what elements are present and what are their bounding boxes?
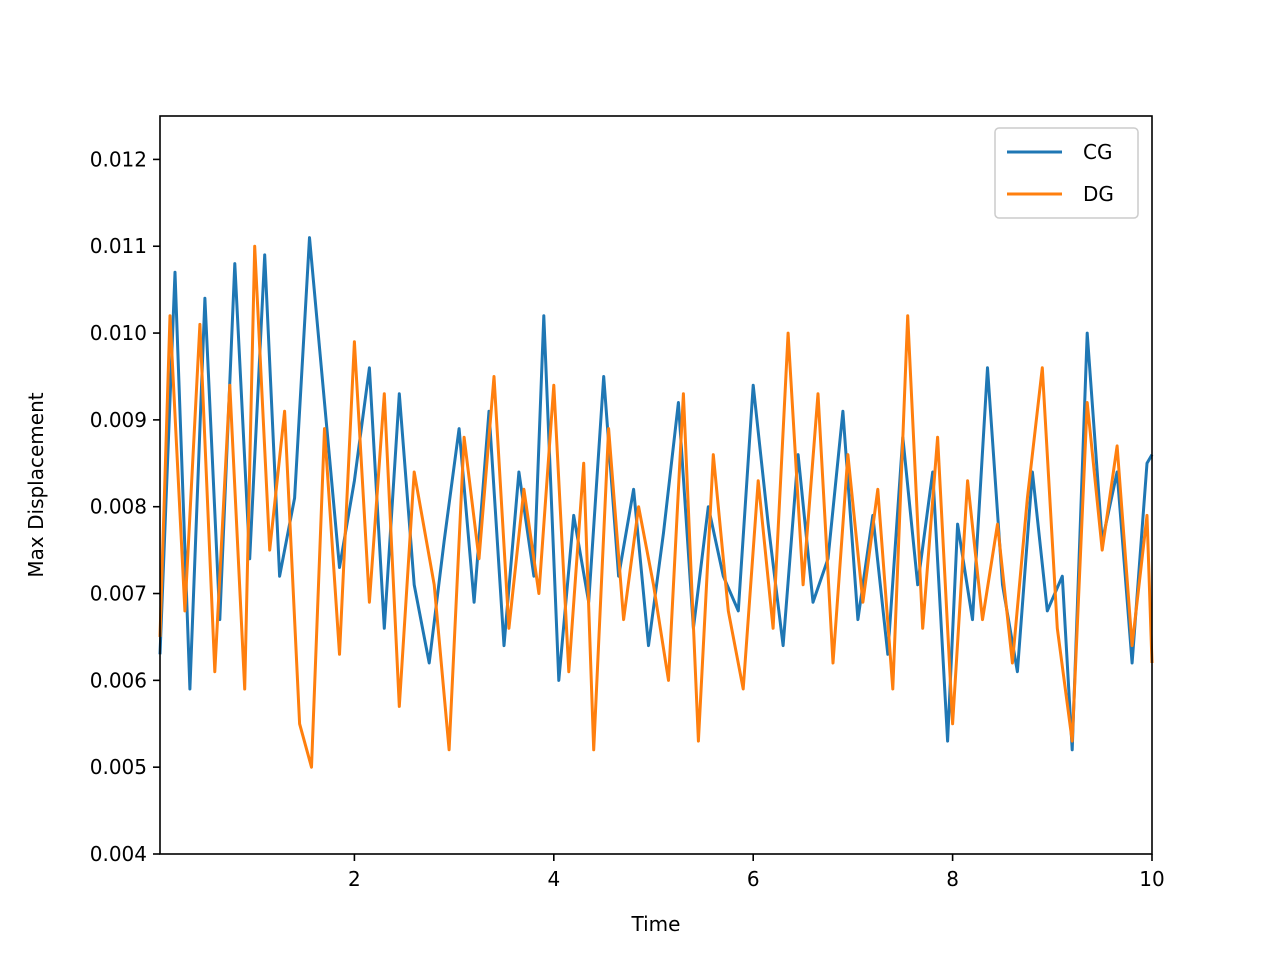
x-tick-label: 10 [1139,867,1164,891]
x-axis-label: Time [631,912,681,936]
y-tick-label: 0.006 [90,668,147,692]
x-tick-label: 2 [348,867,361,891]
legend-box [994,127,1139,219]
series-layer [158,236,1154,769]
x-tick-label: 6 [747,867,760,891]
axes-frame [159,115,1153,855]
y-tick-label: 0.008 [90,495,147,519]
legend-label-dg: DG [1083,182,1114,206]
y-tick-label: 0.011 [90,234,147,258]
series-line-dg [158,244,1154,769]
y-tick-label: 0.007 [90,582,147,606]
x-tick-label: 4 [547,867,560,891]
y-tick-label: 0.004 [90,842,147,866]
y-tick-label: 0.005 [90,755,147,779]
plot-area [158,115,1154,855]
legend-label-cg: CG [1083,140,1112,164]
y-axis-label: Max Displacement [24,392,48,577]
legend: CG DG [994,127,1139,219]
y-tick-label: 0.012 [90,147,147,171]
y-tick-label: 0.010 [90,321,147,345]
series-line-cg [158,236,1154,752]
y-axis: 0.004 0.005 0.006 0.007 0.008 0.009 0.010 0.011… [90,147,160,866]
x-tick-label: 8 [946,867,959,891]
x-axis: 2 4 6 8 10 [348,854,1165,891]
y-tick-label: 0.009 [90,408,147,432]
